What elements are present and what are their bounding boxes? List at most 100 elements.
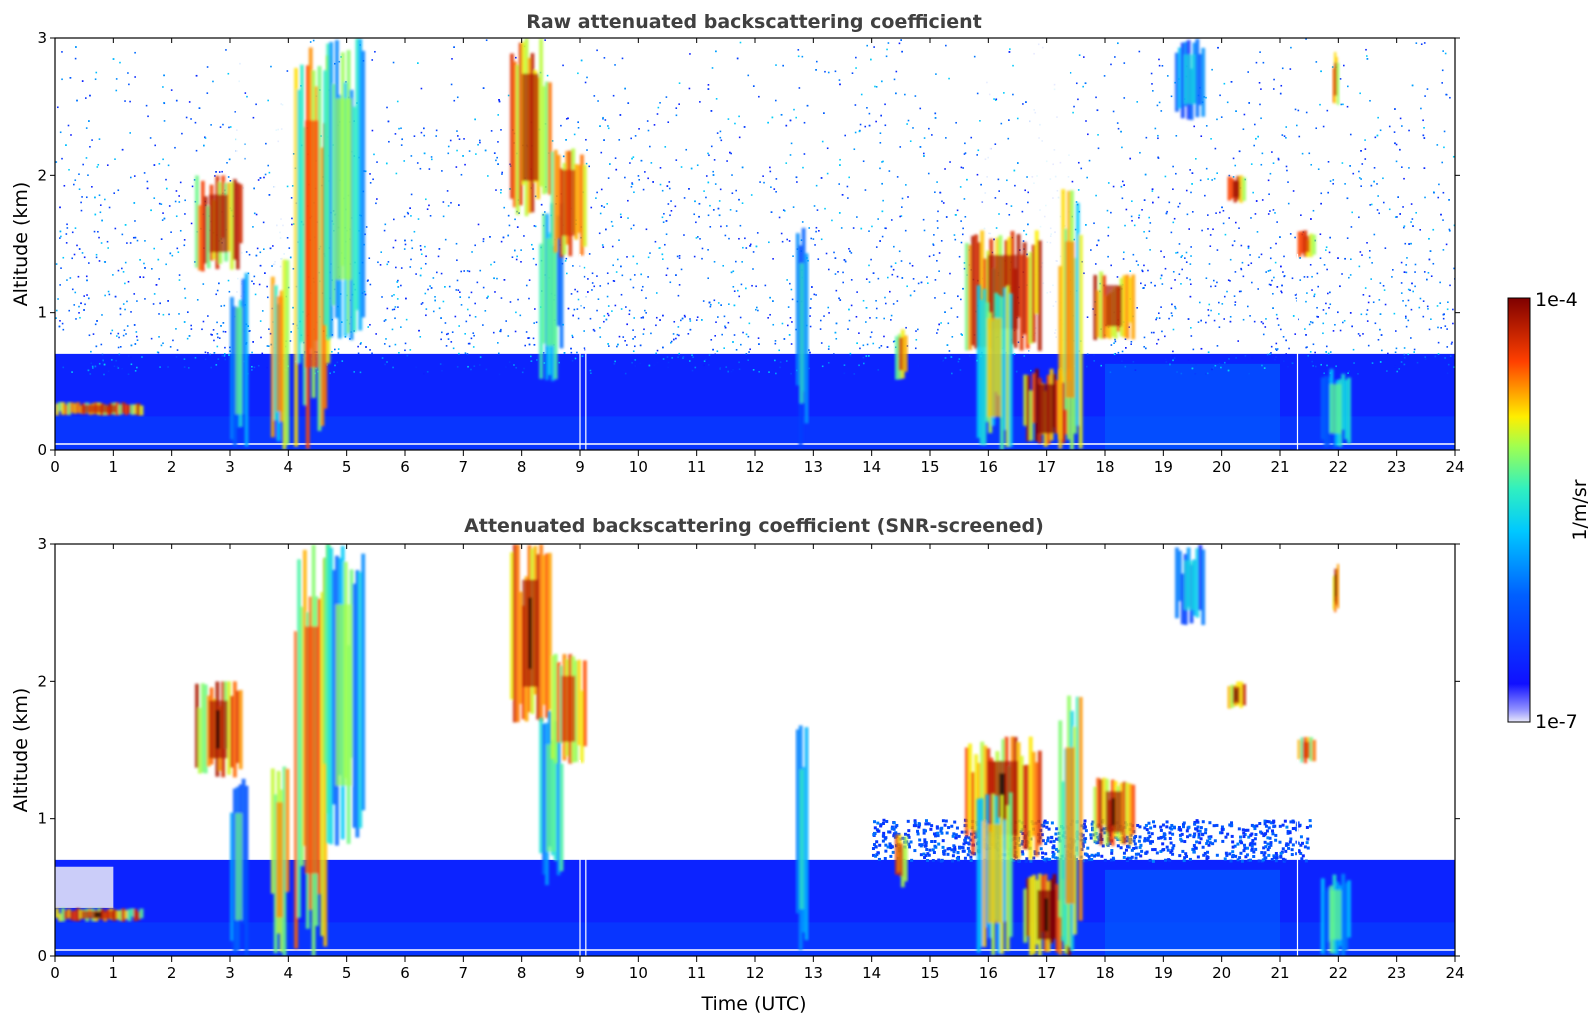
x-tick-label: 0 (50, 458, 60, 476)
backscatter-feature (1332, 563, 1340, 613)
backscatter-feature (1227, 175, 1246, 203)
backscatter-feature (976, 285, 1013, 450)
backscatter-feature (895, 329, 908, 380)
backscatter-feature (195, 175, 243, 272)
x-tick-label: 21 (1270, 458, 1289, 476)
colorbar: 1e-4 1e-7 1/m/sr (1507, 289, 1591, 733)
backscatter-feature (230, 273, 249, 447)
x-tick-label: 10 (629, 458, 648, 476)
x-tick-label: 5 (342, 458, 352, 476)
backscatter-feature (1320, 873, 1351, 956)
x-tick-label: 6 (400, 964, 410, 982)
backscatter-feature (550, 148, 587, 258)
colorbar-max-label: 1e-4 (1535, 289, 1578, 311)
x-tick-label: 7 (459, 964, 469, 982)
top-x-axis: 0 1 2 3 4 5 6 7 8 9 10 11 12 13 14 15 16 17 18 19 20 21 22 23 24 (50, 38, 1465, 476)
x-tick-label: 12 (745, 964, 764, 982)
backscatter-feature (270, 766, 290, 956)
backscatter-feature (895, 834, 908, 888)
colorbar-gradient (1507, 297, 1531, 723)
x-tick-label: 2 (167, 964, 177, 982)
backscatter-feature (55, 907, 144, 922)
x-tick-label: 22 (1329, 458, 1348, 476)
x-tick-label: 9 (575, 964, 585, 982)
top-y-axis-label: Altitude (km) (10, 182, 32, 307)
bottom-x-axis: 0 1 2 3 4 5 6 7 8 9 10 11 12 13 14 15 16 17 18 19 20 21 22 23 24 (50, 544, 1465, 982)
raw-backscatter-panel: Raw attenuated backscattering coefficien… (10, 11, 1465, 476)
y-tick-label: 2 (37, 166, 47, 184)
x-tick-label: 8 (517, 458, 527, 476)
y-tick-label: 3 (37, 535, 47, 553)
backscatter-feature (795, 227, 809, 448)
x-tick-label: 13 (804, 964, 823, 982)
x-axis-label: Time (UTC) (700, 993, 806, 1015)
x-tick-label: 22 (1329, 964, 1348, 982)
x-tick-label: 23 (1387, 964, 1406, 982)
x-tick-label: 17 (1037, 964, 1056, 982)
x-tick-label: 0 (50, 964, 60, 982)
backscatter-feature (1023, 368, 1071, 449)
backscatter-feature (1297, 737, 1316, 764)
screened-backscatter-panel: Attenuated backscattering coefficient (S… (10, 515, 1465, 1015)
x-tick-label: 3 (225, 964, 235, 982)
x-tick-label: 6 (400, 458, 410, 476)
x-tick-label: 2 (167, 458, 177, 476)
x-tick-label: 24 (1445, 964, 1464, 982)
backscatter-feature (195, 681, 243, 778)
noise-speckle (55, 38, 1455, 376)
x-tick-label: 11 (687, 458, 706, 476)
backscatter-feature (230, 778, 249, 956)
colorbar-min-label: 1e-7 (1535, 711, 1578, 733)
bottom-y-axis: 0 1 2 3 (37, 535, 1460, 965)
y-tick-label: 2 (37, 672, 47, 690)
x-tick-label: 16 (979, 458, 998, 476)
x-tick-label: 10 (629, 964, 648, 982)
x-tick-label: 23 (1387, 458, 1406, 476)
backscatter-feature (323, 544, 366, 846)
x-tick-label: 12 (745, 458, 764, 476)
x-tick-label: 15 (920, 964, 939, 982)
backscatter-feature (55, 401, 144, 416)
backscatter-feature (1058, 695, 1083, 951)
x-tick-label: 14 (862, 458, 881, 476)
backscatter-feature (539, 203, 564, 382)
x-tick-label: 21 (1270, 964, 1289, 982)
x-tick-label: 20 (1212, 964, 1231, 982)
x-tick-label: 4 (284, 458, 294, 476)
x-tick-label: 13 (804, 458, 823, 476)
backscatter-feature (1332, 52, 1340, 105)
backscatter-feature (1320, 368, 1351, 449)
x-tick-label: 18 (1095, 964, 1114, 982)
x-tick-label: 24 (1445, 458, 1464, 476)
x-tick-label: 17 (1037, 458, 1056, 476)
x-tick-label: 7 (459, 458, 469, 476)
y-tick-label: 0 (37, 441, 47, 459)
raw-backscatter-heatmap (55, 38, 1455, 450)
bottom-y-axis-label: Altitude (km) (10, 688, 32, 813)
x-tick-label: 1 (109, 964, 119, 982)
x-tick-label: 16 (979, 964, 998, 982)
x-tick-label: 19 (1154, 458, 1173, 476)
backscatter-feature (323, 38, 366, 340)
y-tick-label: 1 (37, 810, 47, 828)
backscatter-feature (539, 711, 564, 886)
x-tick-label: 8 (517, 964, 527, 982)
x-tick-label: 11 (687, 964, 706, 982)
x-tick-label: 1 (109, 458, 119, 476)
y-tick-label: 1 (37, 304, 47, 322)
y-tick-label: 0 (37, 947, 47, 965)
backscatter-feature (550, 653, 587, 764)
y-tick-label: 3 (37, 29, 47, 47)
backscatter-feature (1058, 189, 1083, 450)
x-tick-label: 9 (575, 458, 585, 476)
x-tick-label: 14 (862, 964, 881, 982)
backscatter-feature (1093, 777, 1136, 846)
backscatter-feature (795, 725, 809, 951)
backscatter-feature (1175, 38, 1206, 121)
x-tick-label: 19 (1154, 964, 1173, 982)
backscatter-feature (510, 544, 552, 723)
backscatter-feature (976, 792, 1013, 956)
x-tick-label: 15 (920, 458, 939, 476)
backscatter-feature (270, 259, 290, 450)
